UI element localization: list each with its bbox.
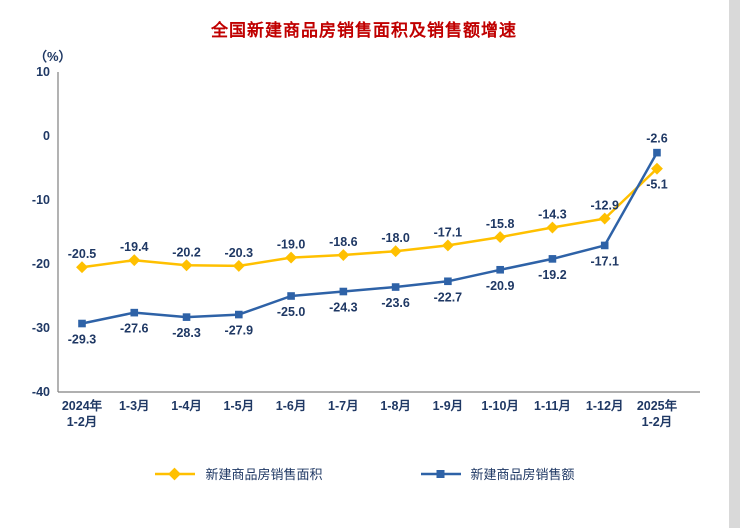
legend-marker-sales-value-icon (420, 469, 461, 478)
data-point-marker (128, 254, 141, 267)
data-point-marker (600, 241, 609, 250)
data-point-marker (391, 283, 400, 291)
x-category-label: 1-11月 (534, 399, 571, 413)
data-point-marker (548, 255, 557, 263)
x-category-label: 1-8月 (380, 399, 411, 413)
data-point-marker (653, 148, 661, 157)
data-point-marker (285, 251, 298, 264)
data-point-marker (339, 287, 348, 296)
x-category-label: 2025年 1-2月 (637, 398, 678, 429)
data-point-label: -22.7 (434, 290, 463, 304)
legend-marker-sales-area-icon (155, 467, 196, 480)
data-point-label: -25.0 (277, 305, 306, 319)
data-point-label: -20.5 (68, 247, 97, 261)
data-point-label: -19.0 (277, 238, 306, 252)
data-point-marker (546, 221, 559, 234)
x-category-label: 2024年 1-2月 (62, 398, 103, 429)
x-category-label: 1-9月 (433, 399, 464, 413)
data-point-label: -28.3 (172, 326, 201, 340)
legend-item-sales-area: 新建商品房销售面积 (153, 464, 323, 483)
legend-label-sales-area: 新建商品房销售面积 (205, 467, 323, 482)
data-point-marker (287, 292, 295, 300)
y-axis-unit-label: （%） (34, 49, 72, 64)
y-tick-label: -40 (32, 385, 50, 399)
legend: 新建商品房销售面积 新建商品房销售额 (0, 464, 728, 483)
y-tick-label: -20 (32, 257, 50, 271)
data-point-marker (235, 310, 243, 319)
data-point-label: -19.2 (538, 268, 567, 282)
data-point-label: -17.1 (590, 254, 619, 268)
data-point-label: -15.8 (486, 217, 515, 231)
data-point-marker (130, 308, 139, 317)
y-tick-label: -30 (32, 321, 50, 335)
data-point-marker (78, 319, 86, 328)
y-tick-label: 10 (36, 65, 50, 79)
legend-label-sales-value: 新建商品房销售额 (470, 467, 575, 482)
data-point-label: -29.3 (68, 333, 97, 347)
page-edge-strip (729, 0, 740, 528)
data-point-marker (232, 259, 245, 272)
data-point-marker (76, 261, 88, 274)
data-point-marker (496, 265, 504, 274)
chart-title: 全国新建商品房销售面积及销售额增速 (211, 21, 517, 40)
x-category-label: 1-12月 (586, 399, 624, 413)
data-point-marker (598, 212, 611, 225)
data-point-label: -20.3 (225, 246, 254, 260)
data-point-label: -5.1 (646, 178, 668, 192)
data-point-label: -18.6 (329, 235, 358, 249)
x-category-label: 1-6月 (276, 399, 307, 413)
data-point-label: -24.3 (329, 301, 358, 315)
y-tick-label: -10 (32, 193, 50, 207)
data-point-label: -14.3 (538, 208, 567, 222)
data-point-label: -20.9 (486, 279, 515, 293)
data-point-marker (389, 245, 402, 258)
series-line-sales-value (80, 151, 659, 325)
data-point-label: -2.6 (646, 132, 668, 146)
x-category-label: 1-10月 (481, 399, 519, 413)
data-point-marker (494, 231, 507, 244)
x-category-label: 1-3月 (119, 399, 150, 413)
data-point-marker (441, 239, 454, 252)
data-point-marker (444, 277, 452, 286)
plot-area: 10 0 -10 -20 -30 -40 2024年 1-2月 1-3月 1-4月 1-5月 1-6月… (32, 65, 700, 429)
x-category-label: 1-4月 (171, 399, 202, 413)
data-point-marker (337, 249, 350, 261)
y-tick-label: 0 (43, 129, 50, 143)
data-point-label: -17.1 (434, 225, 463, 239)
data-point-label: -19.4 (120, 240, 149, 254)
data-point-marker (182, 313, 191, 321)
data-point-label: -23.6 (381, 296, 410, 310)
data-point-label: -27.9 (225, 324, 254, 338)
data-point-label: -18.0 (381, 231, 410, 245)
legend-item-sales-value: 新建商品房销售额 (419, 464, 575, 483)
data-point-label: -12.9 (590, 199, 619, 213)
data-point-label: -20.2 (172, 245, 201, 259)
x-category-label: 1-5月 (224, 399, 255, 413)
data-point-label: -27.6 (120, 322, 149, 336)
x-category-label: 1-7月 (328, 399, 359, 413)
series-line-sales-area (80, 167, 659, 269)
data-point-marker (180, 259, 193, 272)
